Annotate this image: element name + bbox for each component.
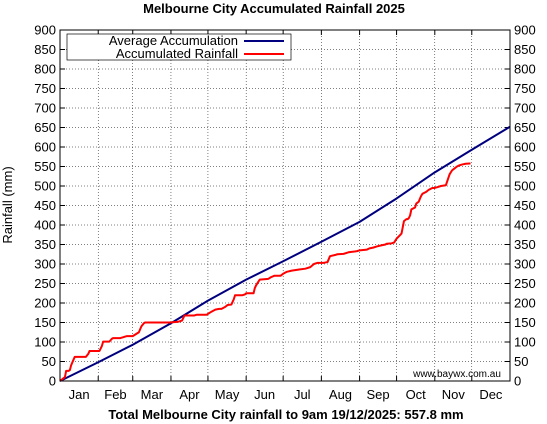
series-lines bbox=[59, 125, 511, 382]
y-tick-label-right: 250 bbox=[514, 276, 536, 291]
y-tick-label-right: 850 bbox=[514, 42, 536, 57]
footer-total: Total Melbourne City rainfall to 9am 19/… bbox=[108, 407, 463, 422]
y-tick-label-right: 350 bbox=[514, 237, 536, 252]
y-tick-label-right: 200 bbox=[514, 296, 536, 311]
x-tick-label-month: Nov bbox=[442, 387, 466, 402]
y-tick-label-left: 350 bbox=[34, 237, 56, 252]
y-tick-label-right: 50 bbox=[514, 354, 528, 369]
y-tick-label-right: 700 bbox=[514, 101, 536, 116]
y-tick-label-right: 900 bbox=[514, 23, 536, 38]
y-tick-label-right: 650 bbox=[514, 120, 536, 135]
y-tick-label-right: 450 bbox=[514, 198, 536, 213]
legend-label-accumulated: Accumulated Rainfall bbox=[116, 46, 238, 61]
x-tick-label-month: Jun bbox=[254, 387, 275, 402]
legend: Average Accumulation Accumulated Rainfal… bbox=[66, 33, 292, 61]
series-line-accumulated-rainfall bbox=[59, 162, 471, 382]
y-tick-label-left: 550 bbox=[34, 159, 56, 174]
y-tick-label-left: 850 bbox=[34, 42, 56, 57]
y-tick-label-right: 550 bbox=[514, 159, 536, 174]
y-tick-label-left: 150 bbox=[34, 315, 56, 330]
y-tick-label-left: 50 bbox=[42, 354, 56, 369]
y-tick-label-left: 0 bbox=[49, 374, 56, 389]
y-tick-label-left: 750 bbox=[34, 81, 56, 96]
y-tick-label-left: 200 bbox=[34, 296, 56, 311]
x-tick-label-month: Sep bbox=[367, 387, 390, 402]
x-tick-label-month: Dec bbox=[479, 387, 503, 402]
series-line-average-accumulation bbox=[59, 125, 511, 382]
y-tick-label-left: 500 bbox=[34, 179, 56, 194]
y-tick-label-left: 450 bbox=[34, 198, 56, 213]
y-tick-label-left: 250 bbox=[34, 276, 56, 291]
y-tick-label-left: 100 bbox=[34, 335, 56, 350]
y-tick-label-left: 900 bbox=[34, 23, 56, 38]
y-tick-label-right: 600 bbox=[514, 140, 536, 155]
y-tick-label-right: 500 bbox=[514, 179, 536, 194]
y-tick-label-right: 0 bbox=[514, 374, 521, 389]
y-tick-label-left: 300 bbox=[34, 257, 56, 272]
y-tick-label-left: 700 bbox=[34, 101, 56, 116]
y-tick-label-left: 650 bbox=[34, 120, 56, 135]
y-tick-label-right: 750 bbox=[514, 81, 536, 96]
chart-title: Melbourne City Accumulated Rainfall 2025 bbox=[143, 1, 405, 16]
y-tick-label-left: 800 bbox=[34, 62, 56, 77]
y-tick-label-left: 600 bbox=[34, 140, 56, 155]
legend-box bbox=[66, 33, 292, 61]
x-tick-label-month: Jul bbox=[294, 387, 311, 402]
legend-label-average: Average Accumulation bbox=[109, 33, 238, 48]
y-tick-label-right: 100 bbox=[514, 335, 536, 350]
x-tick-label-month: Apr bbox=[179, 387, 200, 402]
x-tick-label-month: Mar bbox=[141, 387, 164, 402]
y-axis-label: Rainfall (mm) bbox=[0, 166, 15, 243]
y-tick-label-right: 400 bbox=[514, 218, 536, 233]
y-tick-label-right: 150 bbox=[514, 315, 536, 330]
y-tick-label-left: 400 bbox=[34, 218, 56, 233]
y-tick-label-right: 800 bbox=[514, 62, 536, 77]
x-tick-label-month: Jan bbox=[69, 387, 90, 402]
y-tick-label-right: 300 bbox=[514, 257, 536, 272]
plot-frame bbox=[59, 29, 511, 382]
watermark: www.baywx.com.au bbox=[412, 369, 501, 380]
ticks: 0 0 50 50 100 100 150 150 200 200 250 250 300 300 350 3… bbox=[34, 23, 535, 403]
x-tick-label-month: Aug bbox=[329, 387, 352, 402]
x-tick-label-month: Oct bbox=[406, 387, 427, 402]
x-tick-label-month: May bbox=[215, 387, 240, 402]
x-tick-label-month: Feb bbox=[104, 387, 126, 402]
